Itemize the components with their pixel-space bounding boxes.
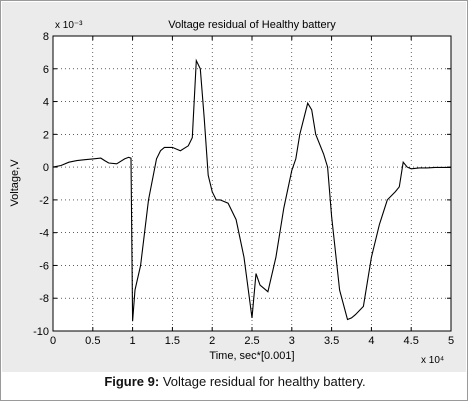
plot-area [52, 35, 452, 332]
y-tick-label: 2 [43, 129, 49, 141]
line-chart: 0 0.5 1 1.5 2 2.5 3 3.5 4 4.5 5 -10 -8 -6 -4 -2 0 2 4 6 8 V… [9, 19, 454, 366]
x-tick-label: 0.5 [85, 335, 100, 347]
caption-text: Voltage residual for healthy battery. [159, 374, 366, 389]
x-tick-label: 1.5 [165, 335, 180, 347]
x-tick-label: 5 [448, 335, 454, 347]
x-tick-label: 4.5 [404, 335, 419, 347]
x-axis-ticks: 0 0.5 1 1.5 2 2.5 3 3.5 4 4.5 5 [50, 36, 454, 347]
figure-caption: Figure 9: Voltage residual for healthy b… [1, 374, 468, 389]
x-tick-label: 1 [130, 335, 136, 347]
x-tick-label: 0 [50, 335, 56, 347]
y-axis-label: Voltage,V [9, 159, 21, 207]
y-tick-label: -2 [39, 195, 49, 207]
x-tick-label: 2 [209, 335, 215, 347]
y-tick-label: -6 [39, 260, 49, 272]
caption-label: Figure 9: [104, 374, 160, 389]
plot-frame [52, 35, 452, 332]
y-tick-label: 0 [43, 162, 49, 174]
x-tick-label: 3.5 [324, 335, 339, 347]
y-axis-ticks: -10 -8 -6 -4 -2 0 2 4 6 8 [33, 31, 451, 338]
x-tick-label: 3 [289, 335, 295, 347]
y-tick-label: -8 [39, 293, 49, 305]
chart-title: Voltage residual of Healthy battery [168, 19, 336, 31]
voltage-residual-line [52, 58, 451, 322]
y-tick-label: 6 [43, 64, 49, 76]
y-tick-label: -10 [33, 326, 49, 338]
x-axis-multiplier: x 10⁴ [421, 355, 444, 366]
x-axis-label: Time, sec*[0.001] [209, 350, 294, 362]
x-tick-label: 4 [368, 335, 374, 347]
y-tick-label: -4 [39, 228, 49, 240]
y-tick-label: 4 [43, 97, 49, 109]
x-tick-label: 2.5 [244, 335, 259, 347]
y-tick-label: 8 [43, 31, 49, 43]
y-axis-multiplier: x 10⁻³ [55, 20, 83, 31]
